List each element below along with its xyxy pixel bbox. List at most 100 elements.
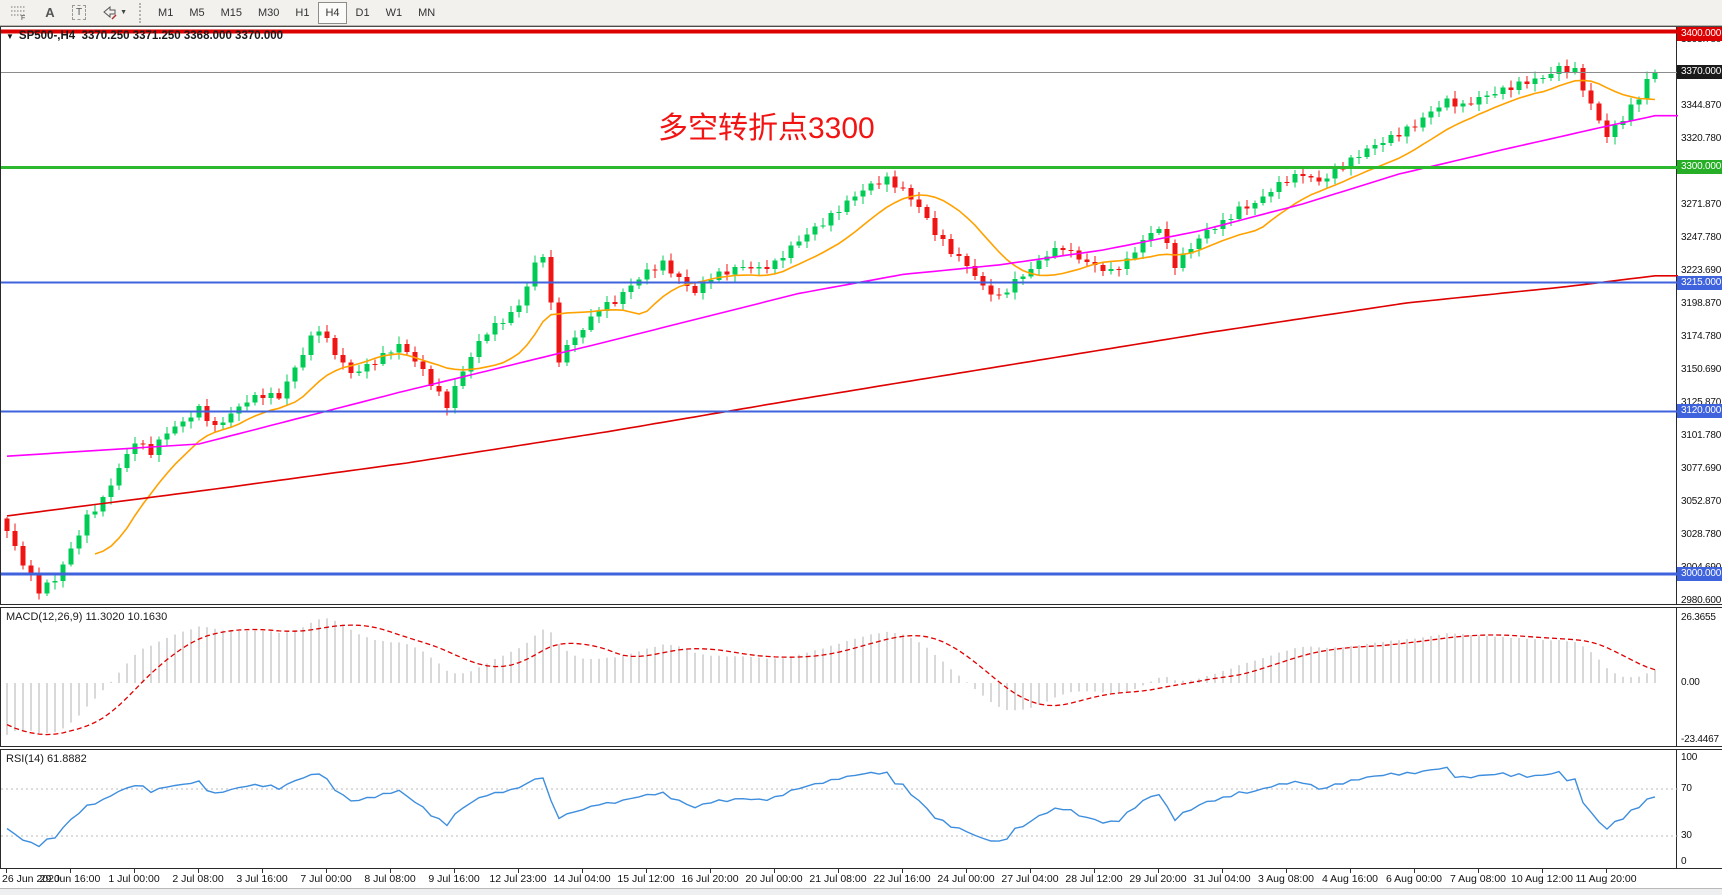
time-label: 14 Jul 04:00: [553, 873, 611, 885]
macd-axis-label: -23.4467: [1681, 734, 1719, 745]
time-tick: [646, 869, 647, 873]
text-box-tool-button[interactable]: T: [65, 2, 93, 24]
timeframe-button-mn[interactable]: MN: [418, 6, 436, 19]
price-tick-label: 3150.690: [1681, 363, 1722, 375]
time-tick: [1350, 869, 1351, 873]
time-axis[interactable]: 26 Jun 2020 29 Jun 16:00 1 Jul 00:00 2 Jul …: [0, 868, 1722, 888]
price-axis: 3393.7803344.8703320.7803296.6903271.870…: [1677, 27, 1722, 606]
time-tick: [1542, 869, 1543, 873]
pane-separator[interactable]: [0, 746, 1722, 750]
macd-axis: 26.3655 0.00 -23.4467: [1677, 608, 1722, 746]
arrows-icon: [103, 5, 117, 20]
time-label: 16 Jul 20:00: [681, 873, 739, 885]
rsi-plot[interactable]: [0, 750, 1678, 868]
rsi-axis-label: 30: [1681, 830, 1692, 841]
time-tick: [710, 869, 711, 873]
timeframe-button-h4[interactable]: H4: [318, 1, 347, 24]
macd-axis-label: 0.00: [1681, 677, 1700, 688]
time-label: 3 Jul 16:00: [236, 873, 288, 885]
time-label: 7 Aug 08:00: [1449, 873, 1507, 885]
time-tick: [390, 869, 391, 873]
time-label: 12 Jul 23:00: [489, 873, 547, 885]
rsi-axis-label: 0: [1681, 856, 1687, 867]
price-tick-label: 3223.690: [1681, 264, 1722, 276]
text-box-icon: T: [72, 5, 87, 20]
time-label: 6 Aug 00:00: [1385, 873, 1443, 885]
macd-axis-label: 26.3655: [1681, 612, 1716, 623]
time-label: 8 Jul 08:00: [364, 873, 416, 885]
time-label: 20 Jul 00:00: [745, 873, 803, 885]
timeframe-button-m15[interactable]: M15: [220, 6, 243, 19]
text-label-icon: A: [45, 5, 55, 20]
price-tick-label: 2980.600: [1681, 594, 1722, 606]
price-tick-label: 3125.870: [1681, 397, 1722, 409]
time-tick: [1158, 869, 1159, 873]
time-tick: [1222, 869, 1223, 873]
macd-plot[interactable]: [0, 608, 1677, 746]
symbol-ohlc-text: SP500-,H4 3370.250 3371.250 3368.000 337…: [18, 30, 284, 42]
chart-annotation-text[interactable]: 多空转折点3300: [658, 112, 875, 145]
time-label: 1 Jul 00:00: [108, 873, 160, 885]
timeframe-button-d1[interactable]: D1: [355, 6, 370, 19]
chart-header[interactable]: ▼ SP500-,H4 3370.250 3371.250 3368.000 3…: [6, 30, 283, 42]
time-tick: [582, 869, 583, 873]
price-tick-label: 3077.690: [1681, 462, 1722, 474]
time-label: 11 Aug 20:00: [1575, 873, 1637, 885]
rsi-label: RSI(14) 61.8882: [6, 753, 87, 765]
rsi-axis-label: 70: [1681, 783, 1692, 794]
arrows-tool-button[interactable]: ▼: [95, 2, 134, 24]
time-label: 26 Jun 2020: [2, 873, 60, 885]
dropdown-arrow-icon[interactable]: ▼: [120, 9, 128, 16]
time-tick: [70, 869, 71, 873]
price-tick-label: 3320.780: [1681, 133, 1722, 145]
time-tick: [6, 869, 7, 873]
time-tick: [198, 869, 199, 873]
toolbar: F A T ▼ M1 M5 M15 M30 H1 H4 D1 W1 MN: [0, 0, 1722, 26]
text-label-tool-button[interactable]: A: [37, 2, 63, 24]
time-tick: [1414, 869, 1415, 873]
rsi-axis-label: 100: [1681, 752, 1698, 763]
timeframe-toolbar: M1 M5 M15 M30 H1 H4 D1 W1 MN: [150, 1, 443, 24]
time-label: 29 Jul 20:00: [1129, 873, 1187, 885]
timeframe-button-w1[interactable]: W1: [385, 6, 403, 19]
price-tick-label: 3344.870: [1681, 100, 1722, 112]
time-label: 10 Aug 12:00: [1511, 873, 1573, 885]
price-chart-pane[interactable]: ▼ SP500-,H4 3370.250 3371.250 3368.000 3…: [0, 26, 1722, 606]
price-tick-label: 3052.870: [1681, 496, 1722, 508]
time-tick: [966, 869, 967, 873]
price-tick-label: 3101.780: [1681, 430, 1722, 442]
price-level-badge: 3000.000: [1677, 567, 1722, 582]
time-tick: [1286, 869, 1287, 873]
timeframe-button-m1[interactable]: M1: [158, 6, 174, 19]
price-tick-label: 3198.870: [1681, 298, 1722, 310]
candlestick-chart[interactable]: [0, 27, 1678, 604]
time-tick: [774, 869, 775, 873]
time-label: 3 Aug 08:00: [1257, 873, 1315, 885]
price-level-badge: 3120.000: [1677, 404, 1722, 419]
rsi-pane[interactable]: RSI(14) 61.8882 100 70 30 0: [0, 750, 1722, 868]
time-label: 21 Jul 08:00: [809, 873, 867, 885]
time-tick: [134, 869, 135, 873]
pane-separator[interactable]: [0, 604, 1722, 608]
time-label: 15 Jul 12:00: [617, 873, 675, 885]
rsi-axis: 100 70 30 0: [1677, 750, 1722, 868]
timeframe-button-h1[interactable]: H1: [295, 6, 310, 19]
time-label: 31 Jul 04:00: [1193, 873, 1251, 885]
time-tick: [1606, 869, 1607, 873]
time-label: 22 Jul 16:00: [873, 873, 931, 885]
toolbar-grip: [139, 2, 144, 23]
time-label: 27 Jul 04:00: [1001, 873, 1059, 885]
time-tick: [1030, 869, 1031, 873]
time-label: 28 Jul 12:00: [1065, 873, 1123, 885]
price-tick-label: 3174.780: [1681, 331, 1722, 343]
fibonacci-tool-button[interactable]: F: [3, 2, 35, 24]
time-tick: [454, 869, 455, 873]
time-label: 9 Jul 16:00: [428, 873, 480, 885]
price-level-badge: 3400.000: [1677, 27, 1722, 41]
timeframe-button-m5[interactable]: M5: [189, 6, 205, 19]
chevron-down-icon[interactable]: ▼: [6, 31, 14, 41]
macd-pane[interactable]: MACD(12,26,9) 11.3020 10.1630 26.3655 0.0…: [0, 608, 1722, 746]
timeframe-button-m30[interactable]: M30: [258, 6, 280, 19]
fibonacci-grid-icon: F: [11, 6, 25, 20]
price-tick-label: 3028.780: [1681, 529, 1722, 541]
